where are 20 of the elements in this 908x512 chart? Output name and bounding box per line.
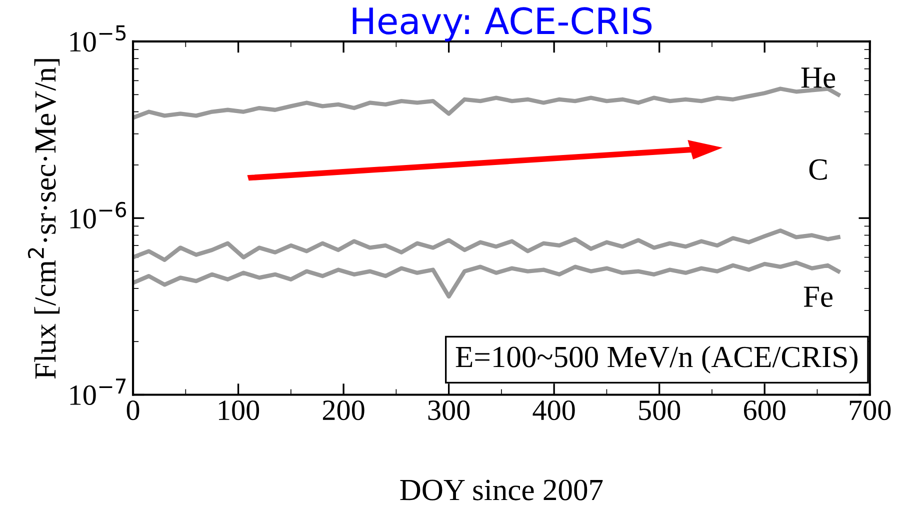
chart-title: Heavy: ACE-CRIS bbox=[352, 7, 652, 42]
series-label: C bbox=[809, 159, 827, 180]
y-tick-label: 10$^{−5}$ bbox=[70, 25, 126, 52]
x-tick-label: 600 bbox=[744, 400, 786, 420]
series-label: He bbox=[801, 68, 836, 88]
x-axis-title: DOY since 2007 bbox=[400, 480, 603, 500]
x-tick-label: 200 bbox=[322, 400, 364, 420]
x-tick-label: 500 bbox=[639, 400, 680, 420]
line-series bbox=[133, 86, 840, 120]
series-label: Fe bbox=[804, 286, 833, 308]
annotation: E=100~500 MeV/n (ACE/CRIS) bbox=[456, 346, 858, 374]
x-tick-label: 700 bbox=[850, 400, 891, 420]
x-tick-label: 400 bbox=[532, 400, 575, 420]
x-tick-label: 100 bbox=[218, 400, 260, 420]
line-series bbox=[133, 228, 840, 262]
y-tick-label: 10$^{−7}$ bbox=[70, 378, 126, 406]
x-tick-label: 0 bbox=[126, 400, 140, 420]
x-tick-label: 300 bbox=[428, 400, 470, 420]
y-axis-title: Flux [/cm$^{2}$·sr·sec·MeV/n] bbox=[28, 59, 60, 379]
y-tick-label: 10$^{−6}$ bbox=[70, 202, 126, 228]
